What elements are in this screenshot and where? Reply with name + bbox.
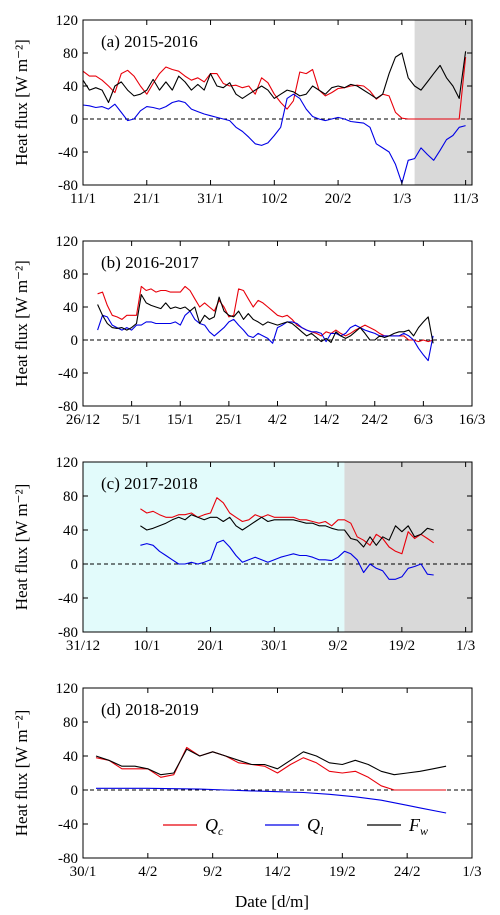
y-tick-label: 40 (63, 300, 78, 316)
x-axis-title: Date [d/m] (235, 892, 309, 911)
y-tick-label: 120 (56, 13, 79, 29)
x-tick-label: 11/1 (70, 191, 96, 207)
x-tick-label: 31/12 (66, 638, 100, 654)
series-line-Fw (97, 294, 434, 344)
panel-title: (b) 2016-2017 (101, 253, 199, 272)
x-tick-label: 15/1 (167, 412, 194, 428)
x-tick-label: 10/1 (133, 638, 160, 654)
x-tick-label: 1/3 (462, 864, 481, 880)
x-tick-label: 21/1 (133, 191, 160, 207)
panel-4: -80 -40 0 40 80 120 30/1 4/2 9/2 14/2 19/2 24/2 1/3 (… (12, 681, 482, 880)
legend: Qc Ql Fw (163, 815, 428, 838)
series-line-Qc (95, 746, 447, 791)
series-line-Qc (140, 497, 435, 555)
plot-frame (82, 461, 473, 633)
series-line-Fw (95, 748, 447, 776)
x-tick-label: 14/2 (313, 412, 340, 428)
x-tick-label: 19/2 (329, 864, 356, 880)
x-tick-label: 9/2 (328, 638, 347, 654)
y-tick-label: -80 (58, 178, 78, 194)
panel-2: -80 -40 0 40 80 120 26/12 5/1 15/1 25/1 4/2 14/2 24/… (12, 234, 485, 428)
panel-3: -80 -40 0 40 80 120 31/12 10/1 20/1 30/1 9/2 19/2 1/… (12, 455, 475, 654)
panel-1: -80 -40 0 40 80 120 11/1 21/1 31/1 10/2 20/2 1/3 11/… (12, 13, 479, 207)
y-tick-label: 40 (63, 749, 78, 765)
x-tick-label: 30/1 (70, 864, 97, 880)
shade-region-2 (344, 462, 472, 632)
y-tick-label: 120 (56, 455, 79, 471)
series-line-Ql (97, 310, 434, 362)
x-tick-label: 1/3 (392, 191, 411, 207)
x-tick-label: 9/2 (203, 864, 222, 880)
y-tick-label: 120 (56, 681, 79, 697)
y-tick-label: 0 (71, 783, 79, 799)
series-line-Qc (97, 285, 434, 343)
series-line-Ql (96, 787, 447, 814)
y-tick-label: 0 (71, 557, 79, 573)
y-tick-label: 40 (63, 79, 78, 95)
series-line-Ql (140, 539, 434, 580)
y-tick-label: 80 (63, 46, 78, 62)
x-tick-label: 30/1 (261, 638, 288, 654)
y-axis-title: Heat flux [W m⁻²] (12, 260, 31, 387)
y-tick-label: -40 (58, 591, 78, 607)
shade-region-1 (83, 462, 345, 632)
y-tick-label: -40 (58, 817, 78, 833)
x-tick-label: 1/3 (456, 638, 475, 654)
y-tick-label: 0 (71, 112, 79, 128)
y-tick-label: -80 (58, 625, 78, 641)
y-tick-label: 40 (63, 523, 78, 539)
x-tick-label: 4/2 (268, 412, 287, 428)
panel-title: (c) 2017-2018 (101, 474, 198, 493)
x-tick-label: 14/2 (264, 864, 291, 880)
y-tick-label: -40 (58, 366, 78, 382)
x-tick-label: 19/2 (389, 638, 416, 654)
y-tick-label: 0 (71, 333, 79, 349)
y-tick-label: -80 (58, 851, 78, 867)
series-line-Ql (82, 93, 466, 184)
legend-label-Ql: Ql (307, 815, 324, 838)
x-tick-label: 25/1 (216, 412, 243, 428)
panel-title: (d) 2018-2019 (101, 700, 199, 719)
x-tick-label: 26/12 (66, 412, 100, 428)
shade-region-1 (414, 20, 472, 185)
panel-title: (a) 2015-2016 (101, 32, 198, 51)
series-line-Fw (140, 514, 434, 548)
legend-label-Fw: Fw (408, 815, 428, 838)
y-axis-title: Heat flux [W m⁻²] (12, 710, 31, 837)
y-tick-label: -40 (58, 145, 78, 161)
legend-label-Qc: Qc (205, 815, 224, 838)
y-tick-label: -80 (58, 399, 78, 415)
x-tick-label: 20/2 (325, 191, 352, 207)
x-tick-label: 5/1 (122, 412, 141, 428)
x-tick-label: 24/2 (361, 412, 388, 428)
y-tick-label: 80 (63, 489, 78, 505)
x-tick-label: 24/2 (394, 864, 421, 880)
y-axis-title: Heat flux [W m⁻²] (12, 39, 31, 166)
x-tick-label: 16/3 (459, 412, 486, 428)
series-line-Qc (82, 57, 467, 120)
x-tick-label: 31/1 (197, 191, 224, 207)
y-tick-label: 80 (63, 715, 78, 731)
y-axis-title: Heat flux [W m⁻²] (12, 484, 31, 611)
x-tick-label: 10/2 (261, 191, 288, 207)
x-tick-label: 20/1 (197, 638, 224, 654)
plot-frame (82, 19, 473, 186)
y-tick-label: 80 (63, 267, 78, 283)
x-tick-label: 6/3 (414, 412, 433, 428)
y-tick-label: 120 (56, 234, 79, 250)
x-tick-label: 4/2 (138, 864, 157, 880)
x-tick-label: 11/3 (453, 191, 479, 207)
series-line-Fw (82, 51, 467, 104)
